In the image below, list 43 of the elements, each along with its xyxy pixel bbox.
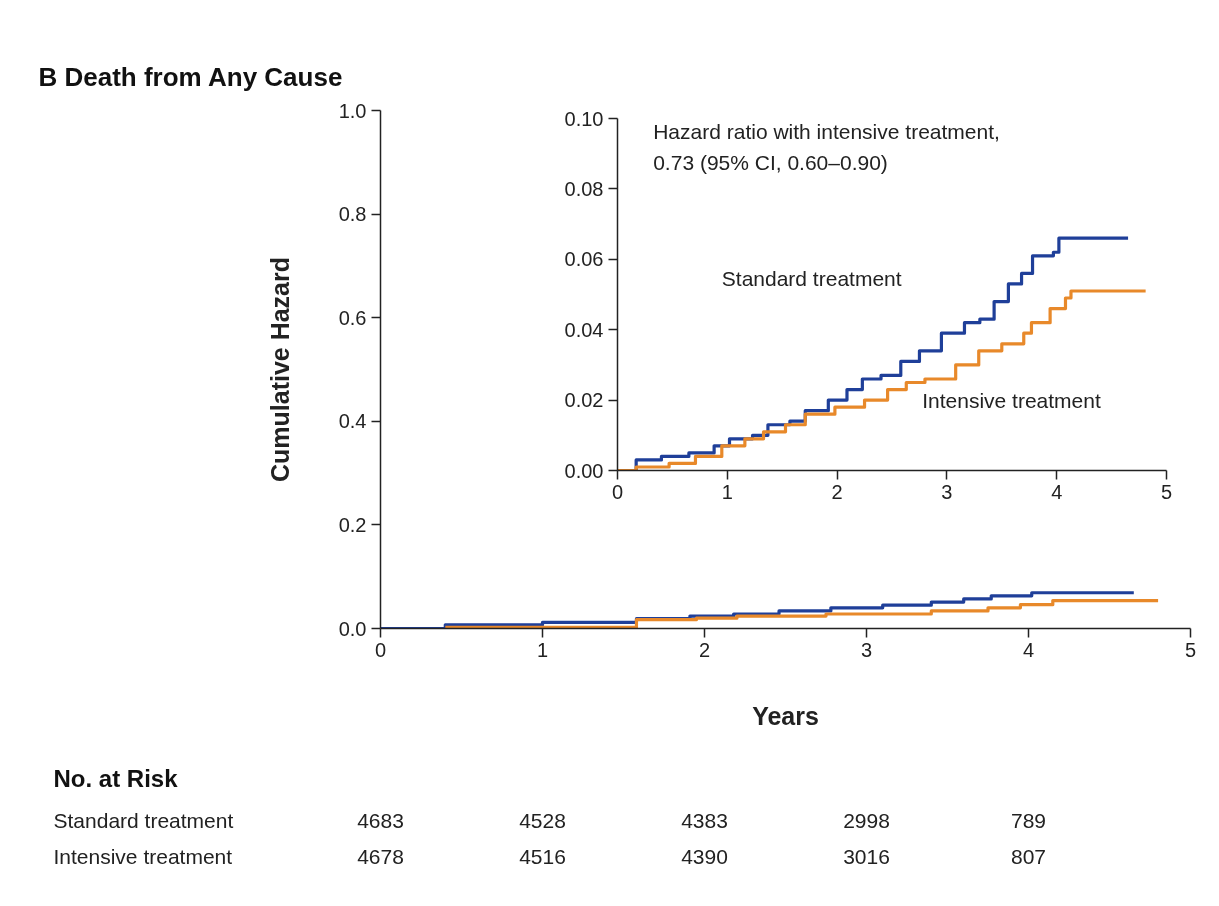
y-tick-label: 0.00 [564, 459, 604, 482]
y-tick-label: 0.2 [338, 513, 367, 536]
text: No. at Risk [53, 765, 179, 792]
text: 4528 [519, 808, 566, 832]
series-label: Intensive treatment [922, 388, 1101, 412]
text: 4383 [681, 808, 728, 832]
text: 4678 [357, 844, 404, 868]
x-tick-label: 2 [698, 638, 711, 661]
y-tick-label: 0.06 [564, 248, 604, 271]
x-tick-label: 5 [1160, 480, 1173, 503]
y-tick-label: 0.08 [564, 177, 604, 200]
y-tick-label: 1.0 [338, 99, 367, 122]
y-axis-title: Cumulative Hazard [265, 256, 294, 483]
x-tick-label: 1 [536, 638, 549, 661]
text: 807 [1010, 844, 1047, 868]
x-tick-label: 5 [1184, 638, 1197, 661]
y-tick-label: 0.4 [338, 410, 367, 433]
x-tick-label: 0 [611, 480, 624, 503]
x-tick-label: 0 [374, 638, 387, 661]
y-tick-label: 0.10 [564, 107, 604, 130]
y-tick-label: 0.6 [338, 306, 367, 329]
text: 2998 [843, 808, 890, 832]
x-tick-label: 4 [1022, 638, 1035, 661]
x-tick-label: 4 [1051, 480, 1063, 503]
x-axis-title: Years [752, 701, 819, 730]
chart-title: B Death from Any Cause [38, 61, 343, 92]
x-tick-label: 3 [860, 638, 873, 661]
x-tick-label: 2 [831, 480, 843, 503]
text: 3016 [843, 844, 890, 868]
y-tick-label: 0.04 [564, 318, 604, 341]
annotation: Hazard ratio with intensive treatment, 0.73 (95% CI, 0.60–0.90) [653, 120, 1000, 175]
text: Intensive treatment [53, 845, 233, 868]
text: 789 [1010, 808, 1047, 832]
text: 4390 [681, 844, 728, 868]
text: 4683 [357, 808, 404, 832]
x-tick-label: 3 [941, 480, 953, 503]
y-tick-label: 0.02 [564, 389, 604, 412]
y-tick-label: 0.0 [338, 617, 367, 640]
x-tick-label: 1 [721, 480, 733, 503]
y-tick-label: 0.8 [338, 203, 367, 226]
text: 4516 [519, 844, 566, 868]
text: Standard treatment [53, 809, 234, 832]
text: Standard treatment [721, 267, 902, 291]
